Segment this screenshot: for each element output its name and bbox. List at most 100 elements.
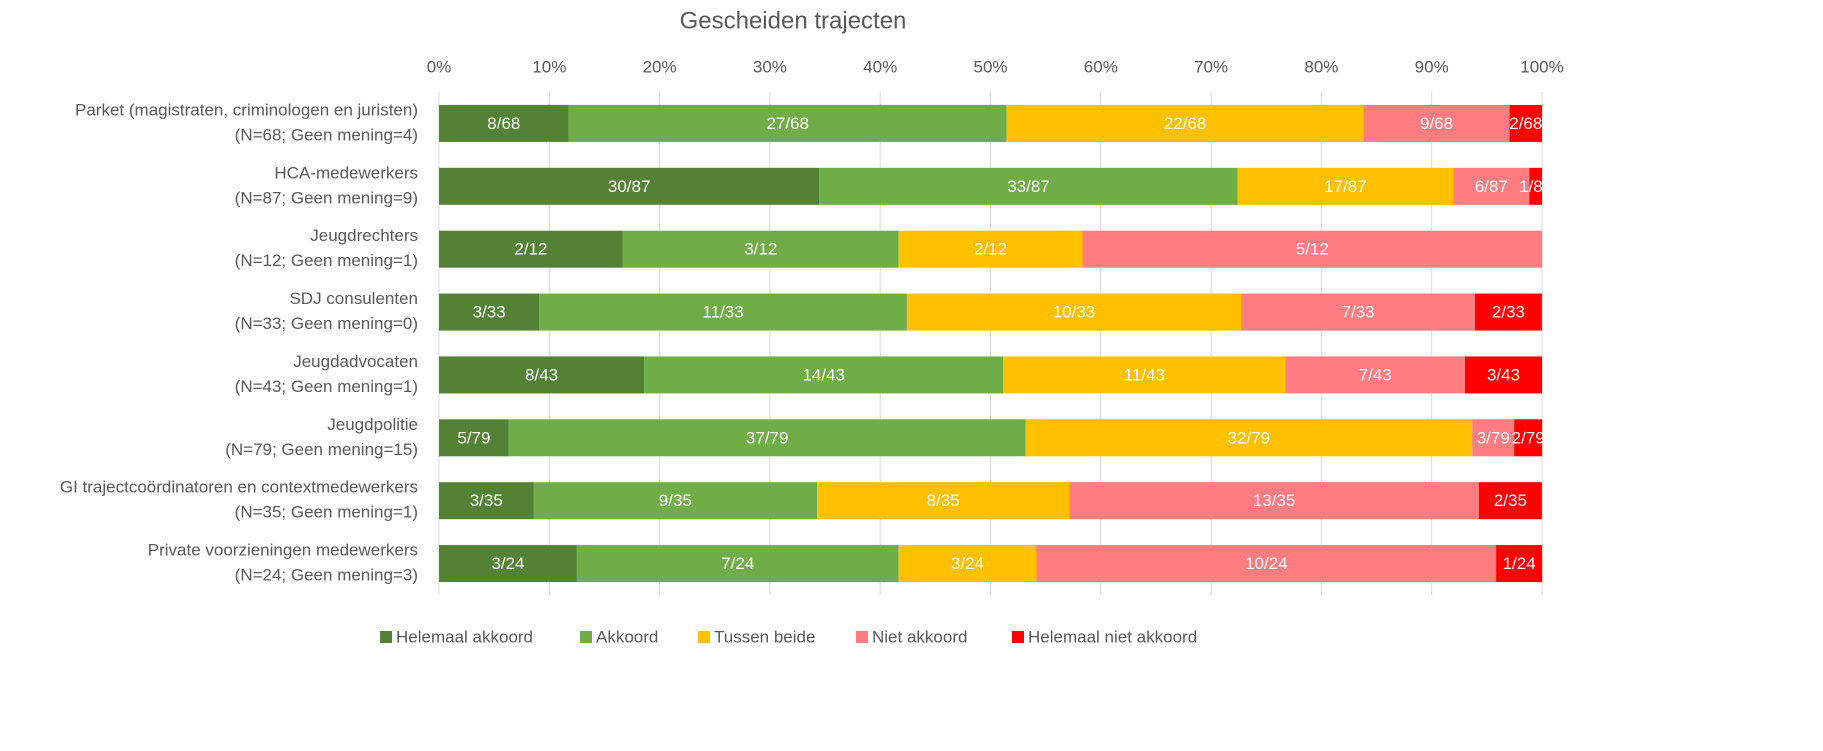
legend-label: Tussen beide (714, 627, 815, 646)
data-label: 3/35 (470, 491, 503, 510)
data-label: 7/33 (1342, 303, 1375, 322)
x-tick-label: 20% (643, 57, 677, 76)
x-tick-label: 90% (1415, 57, 1449, 76)
data-label: 9/68 (1420, 114, 1453, 133)
x-tick-label: 0% (427, 57, 452, 76)
bar-segment (1082, 230, 1543, 268)
data-label: 5/12 (1296, 240, 1329, 259)
legend-swatch (856, 631, 868, 643)
data-label: 3/24 (491, 554, 524, 573)
y-tick-label: (N=87; Geen mening=9) (235, 188, 418, 207)
bar-segment (539, 293, 907, 331)
bar-segment (533, 482, 818, 520)
bar-segment (1465, 356, 1542, 394)
y-tick-label: Parket (magistraten, criminologen en jur… (75, 100, 418, 119)
data-label: 3/79 (1477, 428, 1510, 447)
bar-segment (1496, 545, 1543, 583)
data-label: 3/12 (744, 240, 777, 259)
data-label: 22/68 (1164, 114, 1207, 133)
data-label: 33/87 (1007, 177, 1050, 196)
data-label: 2/35 (1494, 491, 1527, 510)
data-label: 27/68 (766, 114, 809, 133)
bar-segment (1472, 419, 1515, 457)
bar-segment (622, 230, 899, 268)
data-label: 2/12 (514, 240, 547, 259)
data-label: 32/79 (1228, 428, 1271, 447)
bar-segment (439, 230, 623, 268)
x-tick-label: 70% (1194, 57, 1228, 76)
x-tick-label: 40% (863, 57, 897, 76)
bar-segment (439, 167, 820, 205)
y-tick-label: Jeugdpolitie (327, 415, 418, 434)
data-label: 2/79 (1512, 428, 1545, 447)
data-label: 9/35 (659, 491, 692, 510)
y-tick-label: (N=12; Geen mening=1) (235, 251, 418, 270)
data-label: 6/87 (1475, 177, 1508, 196)
data-label: 17/87 (1324, 177, 1367, 196)
bar-segment (1478, 482, 1542, 520)
y-tick-label: (N=43; Geen mening=1) (235, 377, 418, 396)
data-label: 2/33 (1492, 303, 1525, 322)
y-tick-label: (N=68; Geen mening=4) (235, 125, 418, 144)
bar-segment (576, 545, 899, 583)
x-tick-label: 100% (1520, 57, 1563, 76)
y-tick-label: Private voorzieningen medewerkers (148, 541, 418, 560)
bar-segment (644, 356, 1004, 394)
legend-swatch (698, 631, 710, 643)
x-tick-label: 30% (753, 57, 787, 76)
bar-segment (817, 482, 1070, 520)
bar-segment (906, 293, 1242, 331)
bar-segment (1475, 293, 1542, 331)
bar-segment (1241, 293, 1476, 331)
data-label: 3/33 (473, 303, 506, 322)
bar-segment (439, 545, 577, 583)
data-label: 10/24 (1245, 554, 1288, 573)
bar-segment (1006, 104, 1364, 142)
data-label: 37/79 (746, 428, 789, 447)
bar-segment (898, 545, 1037, 583)
data-label: 5/79 (457, 428, 490, 447)
y-tick-label: (N=33; Geen mening=0) (235, 314, 418, 333)
data-label: 11/33 (702, 303, 743, 322)
bar-segment (1036, 545, 1497, 583)
bar-segment (439, 293, 540, 331)
bar-segment (568, 104, 1007, 142)
data-label: 3/43 (1487, 365, 1520, 384)
bar-segment (439, 482, 534, 520)
y-tick-label: Jeugdadvocaten (293, 352, 418, 371)
bar-segment (1514, 419, 1543, 457)
data-label: 10/33 (1053, 303, 1096, 322)
legend-swatch (1012, 631, 1024, 643)
data-label: 7/43 (1359, 365, 1392, 384)
x-tick-label: 60% (1084, 57, 1118, 76)
data-label: 2/68 (1509, 114, 1542, 133)
bar-segment (439, 356, 645, 394)
y-tick-label: (N=24; Geen mening=3) (235, 566, 418, 585)
data-label: 3/24 (951, 554, 984, 573)
data-label: 8/35 (927, 491, 960, 510)
data-label: 14/43 (802, 365, 845, 384)
bar-segment (439, 104, 569, 142)
legend-label: Akkoord (596, 627, 658, 646)
data-label: 1/24 (1503, 554, 1536, 573)
bar-segment (439, 419, 509, 457)
bar-segment (1285, 356, 1466, 394)
data-label: 8/68 (487, 114, 520, 133)
legend-label: Niet akkoord (872, 627, 967, 646)
y-tick-label: (N=79; Geen mening=15) (225, 440, 418, 459)
bar-segment (1509, 104, 1542, 142)
legend-swatch (380, 631, 392, 643)
bar-segment (1069, 482, 1479, 520)
data-label: 1/87 (1519, 177, 1552, 196)
bar-segment (1237, 167, 1454, 205)
x-tick-label: 10% (532, 57, 566, 76)
x-tick-label: 50% (973, 57, 1007, 76)
bar-segment (1453, 167, 1530, 205)
bar-segment (1003, 356, 1286, 394)
legend-swatch (580, 631, 592, 643)
data-label: 13/35 (1253, 491, 1296, 510)
y-tick-label: (N=35; Geen mening=1) (235, 503, 418, 522)
y-tick-label: Jeugdrechters (310, 226, 418, 245)
data-label: 8/43 (525, 365, 558, 384)
